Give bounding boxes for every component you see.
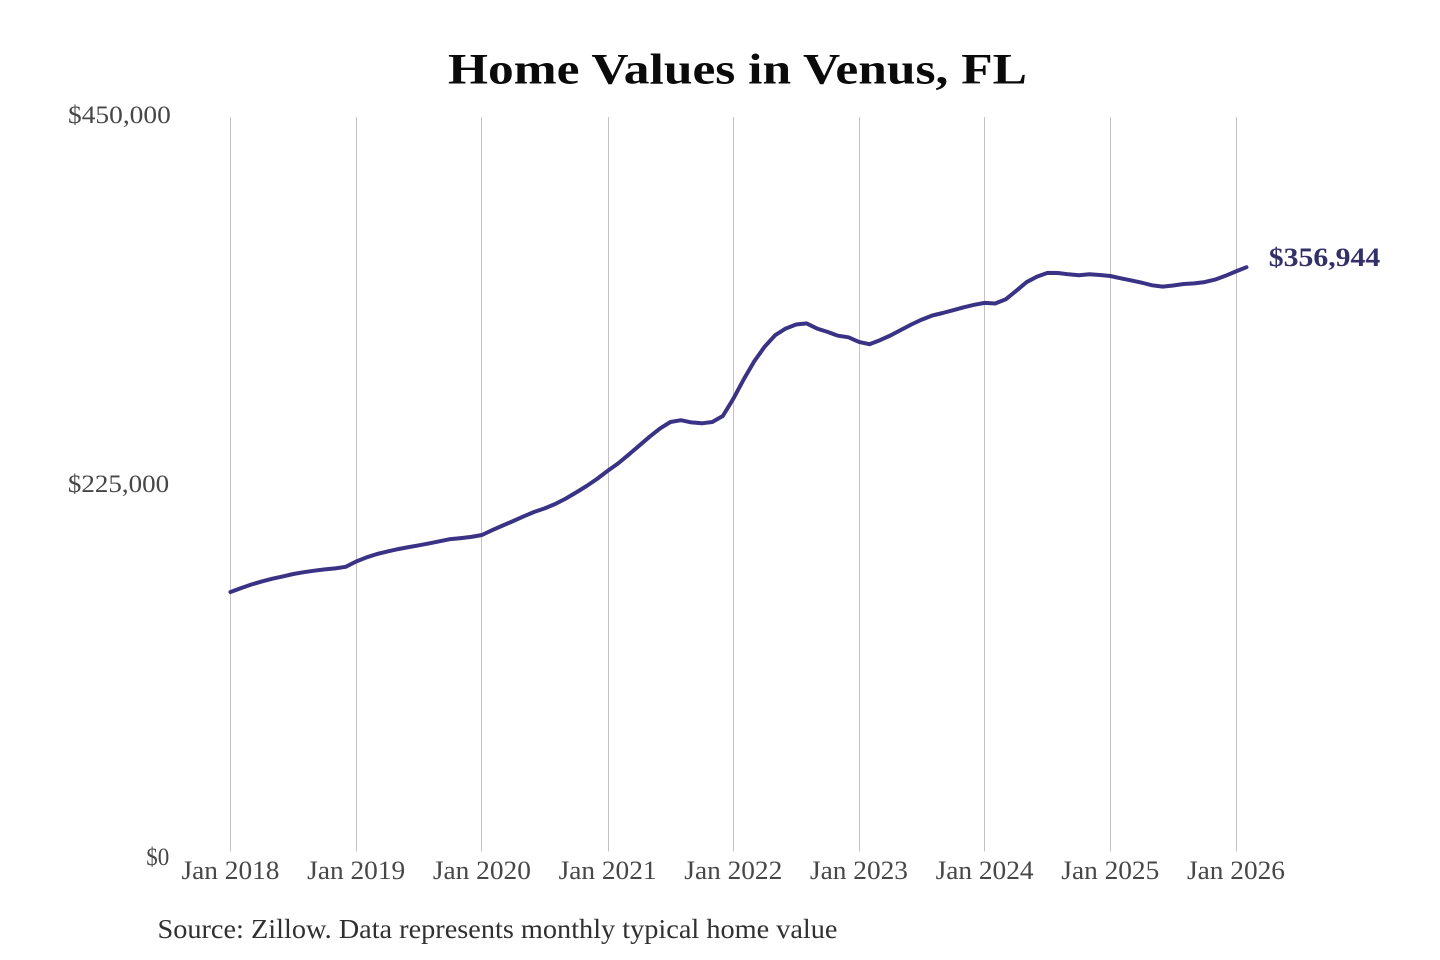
svg-text:Jan 2024: Jan 2024 [936, 856, 1034, 885]
svg-text:Jan 2023: Jan 2023 [810, 856, 908, 885]
svg-text:$356,944: $356,944 [1269, 243, 1380, 272]
svg-text:Jan 2019: Jan 2019 [307, 856, 405, 885]
svg-text:Jan 2021: Jan 2021 [559, 856, 657, 885]
svg-text:$225,000: $225,000 [68, 471, 169, 498]
svg-text:$450,000: $450,000 [68, 102, 171, 129]
svg-text:Jan 2018: Jan 2018 [182, 856, 280, 885]
svg-text:Jan 2022: Jan 2022 [684, 856, 782, 885]
svg-text:Jan 2026: Jan 2026 [1187, 856, 1285, 885]
svg-text:Source: Zillow. Data represent: Source: Zillow. Data represents monthly … [158, 914, 838, 944]
svg-text:Jan 2025: Jan 2025 [1061, 856, 1159, 885]
svg-text:Jan 2020: Jan 2020 [433, 856, 531, 885]
svg-text:Home Values in Venus, FL: Home Values in Venus, FL [448, 46, 1027, 93]
svg-text:$0: $0 [146, 844, 169, 871]
